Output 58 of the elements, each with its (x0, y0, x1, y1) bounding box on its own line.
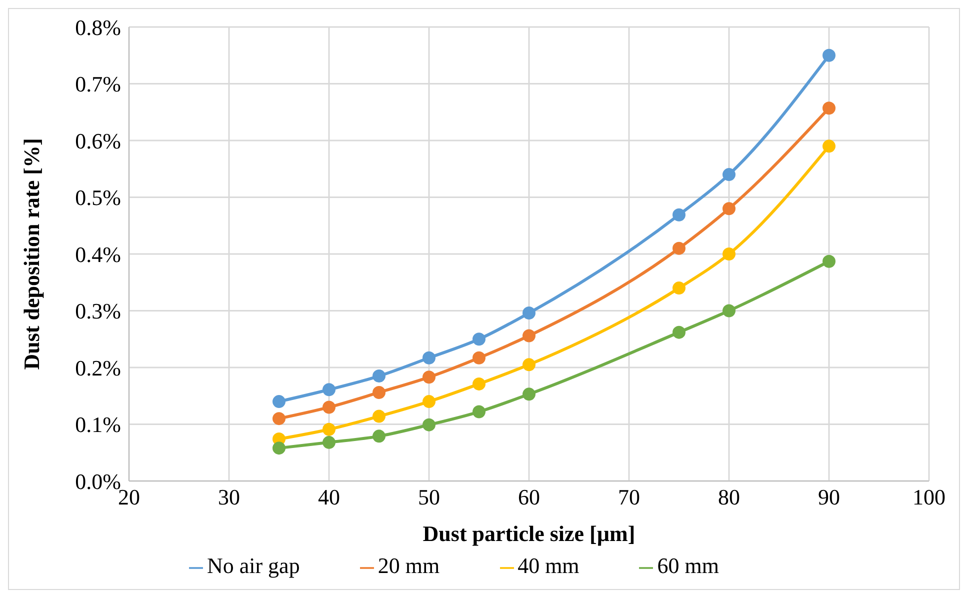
point (472, 351, 486, 364)
point (372, 410, 386, 423)
legend-label: 60 mm (657, 553, 720, 578)
point (322, 422, 336, 436)
point (822, 140, 836, 153)
point (822, 102, 836, 115)
point (272, 395, 286, 408)
point (272, 412, 286, 426)
x-tick-label: 80 (718, 484, 740, 510)
x-axis-title: Dust particle size [µm] (422, 521, 636, 546)
point (722, 248, 736, 260)
y-tick-label: 0.3% (75, 298, 121, 324)
point (672, 282, 686, 295)
legend-label: 40 mm (518, 553, 580, 578)
point (472, 405, 486, 418)
point (672, 208, 686, 222)
point (522, 329, 536, 342)
y-tick-label: 0.7% (75, 72, 121, 97)
point (322, 383, 336, 396)
point (272, 442, 286, 455)
x-tick-label: 60 (518, 484, 540, 510)
y-tick-label: 0.8% (75, 14, 121, 40)
x-tick-label: 90 (818, 484, 840, 510)
point (372, 370, 386, 383)
x-tick-label: 30 (218, 484, 240, 510)
point (372, 386, 386, 399)
point (522, 306, 536, 320)
point (522, 388, 536, 401)
legend-label: No air gap (206, 553, 300, 578)
point (322, 436, 336, 449)
y-tick-label: 0.5% (75, 185, 121, 210)
point (672, 242, 686, 255)
x-tick-label: 50 (418, 484, 440, 510)
point (372, 430, 386, 443)
point (522, 358, 536, 372)
point (322, 400, 336, 414)
point (472, 377, 486, 390)
legend-label: 20 mm (378, 553, 440, 578)
x-tick-label: 70 (618, 484, 640, 510)
point (422, 418, 436, 432)
point (422, 351, 436, 364)
y-tick-label: 0.1% (75, 412, 121, 438)
y-tick-label: 0.0% (75, 468, 121, 494)
y-tick-label: 0.4% (75, 242, 121, 267)
point (722, 304, 736, 318)
point (422, 395, 436, 408)
point (472, 332, 486, 346)
point (722, 168, 736, 182)
point (422, 370, 436, 384)
x-tick-label: 100 (912, 484, 946, 510)
point (822, 48, 836, 62)
point (672, 326, 686, 339)
y-axis-title: Dust deposition rate [%] (18, 138, 44, 370)
y-tick-label: 0.6% (75, 128, 121, 154)
point (822, 254, 836, 268)
point (722, 202, 736, 216)
x-tick-label: 40 (318, 484, 340, 510)
y-tick-label: 0.2% (75, 355, 121, 380)
